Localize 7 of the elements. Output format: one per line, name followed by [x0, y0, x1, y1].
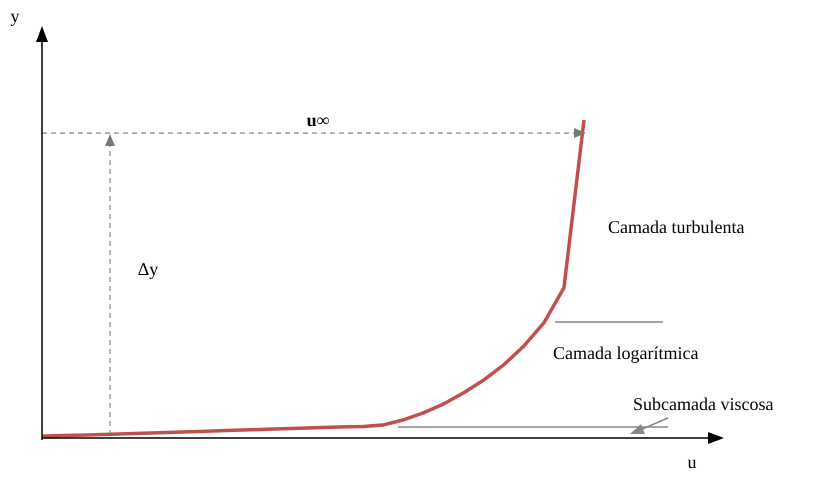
text: Subcamada viscosa — [633, 394, 774, 414]
ref-line-label: u∞ — [306, 110, 330, 130]
annotation: Δy — [138, 259, 158, 279]
text: u — [688, 452, 696, 472]
text: y — [10, 6, 20, 26]
annotation: Camada logarítmica — [553, 343, 698, 363]
text: Camada turbulenta — [608, 217, 744, 237]
